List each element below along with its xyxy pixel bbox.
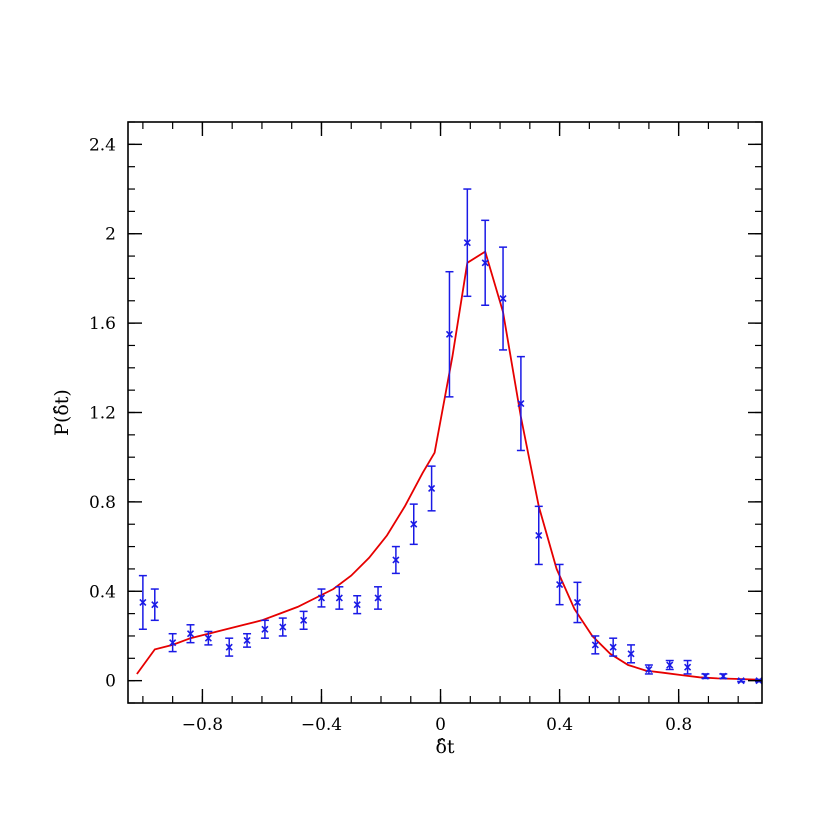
point-marker (353, 601, 361, 609)
point-marker (535, 531, 543, 539)
data-point (299, 610, 308, 631)
point-marker (374, 594, 382, 602)
data-point (168, 632, 177, 653)
x-tick-label: −0.4 (301, 715, 342, 735)
x-axis-title: δ̂t (435, 736, 454, 758)
y-tick-label: 0.4 (89, 582, 116, 602)
plot-frame (127, 121, 763, 704)
y-tick-label: 1.2 (89, 404, 116, 424)
data-point (260, 619, 269, 639)
point-marker (684, 663, 692, 671)
data-point (278, 617, 287, 637)
x-tick-label: 0.4 (546, 715, 573, 735)
y-tick-label: 1.6 (89, 314, 116, 334)
point-marker (719, 672, 727, 680)
data-point (150, 588, 159, 622)
x-tick-label: −0.8 (182, 715, 223, 735)
data-point (409, 503, 418, 546)
data-point (591, 635, 600, 655)
data-point (138, 574, 147, 631)
plot-area (136, 188, 762, 685)
data-point (573, 581, 582, 624)
data-point (719, 672, 728, 680)
point-marker (300, 616, 308, 624)
point-marker (317, 594, 326, 602)
data-point (353, 594, 362, 615)
data-point (335, 586, 344, 610)
data-point (225, 637, 234, 657)
point-marker (261, 625, 269, 633)
point-marker (591, 641, 599, 649)
data-point (555, 563, 564, 606)
point-marker (701, 672, 710, 680)
point-marker (645, 665, 653, 674)
data-point (463, 188, 472, 298)
y-tick-label: 0.8 (89, 493, 116, 513)
point-marker (225, 643, 233, 651)
point-marker (335, 594, 343, 602)
point-marker (279, 623, 287, 631)
point-marker (204, 634, 212, 642)
plot-content (136, 188, 762, 685)
point-marker (463, 239, 471, 247)
data-point (391, 545, 400, 575)
point-marker (428, 484, 436, 493)
x-tick-label: 0.8 (665, 715, 692, 735)
data-point (534, 505, 543, 566)
data-point (609, 637, 618, 657)
data-point (737, 677, 746, 685)
data-point (445, 270, 454, 398)
point-marker (151, 601, 159, 609)
y-axis-title: P(δ̂t) (51, 389, 73, 436)
x-tick-label: 0 (435, 715, 446, 735)
data-point (186, 624, 195, 644)
point-marker (499, 294, 507, 303)
y-tick-label: 2.4 (89, 135, 116, 155)
data-point (243, 632, 252, 648)
axes: −0.8 −0.4 0 0.4 0.8 0 0.4 0.8 1.2 1.6 2 2.4 (89, 121, 763, 735)
point-marker (445, 330, 454, 338)
point-marker (243, 636, 251, 644)
point-marker (392, 556, 400, 564)
data-point (204, 630, 213, 646)
data-point (481, 219, 490, 306)
data-point (317, 588, 326, 608)
point-marker (517, 399, 525, 408)
data-point (374, 586, 383, 610)
data-point (499, 246, 508, 351)
data-point (644, 664, 653, 675)
point-marker (169, 639, 177, 647)
point-marker (139, 598, 147, 607)
y-tick-label: 0 (105, 672, 116, 692)
point-marker (627, 650, 635, 658)
data-point (516, 355, 525, 452)
data-point (701, 672, 710, 680)
point-marker (410, 520, 418, 528)
data-point (683, 659, 692, 675)
data-point (627, 644, 636, 664)
point-marker (481, 259, 489, 267)
point-marker (556, 580, 564, 589)
point-marker (609, 643, 617, 651)
y-tick-label: 2 (105, 225, 116, 245)
point-marker (186, 630, 195, 638)
point-marker (666, 661, 674, 669)
point-marker (573, 598, 582, 607)
model-curve (136, 250, 762, 681)
data-point (665, 659, 674, 671)
data-point (427, 465, 436, 512)
point-marker (737, 677, 745, 685)
